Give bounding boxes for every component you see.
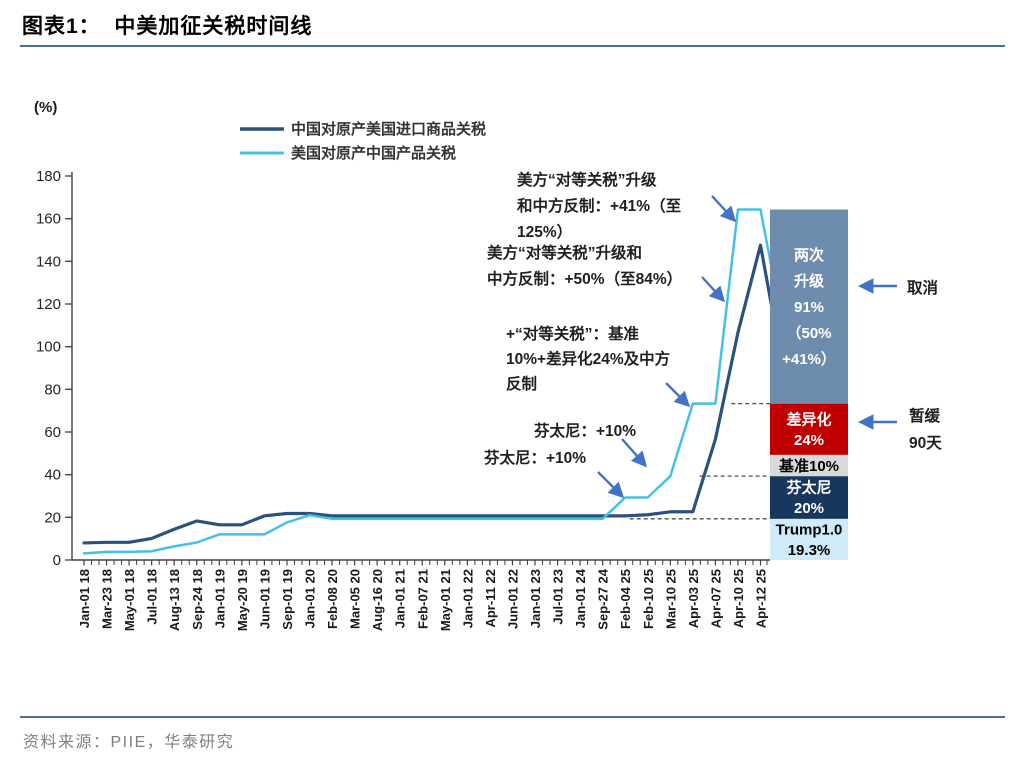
annotation-arrow xyxy=(621,438,648,468)
bar-segment-label: 差异化 xyxy=(786,410,831,428)
chart-annotation: 和中方反制：+41%（至 xyxy=(517,196,681,215)
x-axis-tick-label: Sep-27 24 xyxy=(596,568,611,629)
x-axis-tick-label: Feb-07 21 xyxy=(415,569,430,629)
bar-segment-label: （50% xyxy=(786,324,831,342)
x-axis-tick-label: May-01 21 xyxy=(438,569,453,631)
y-axis-tick-label: 0 xyxy=(53,552,61,569)
y-axis-tick-label: 180 xyxy=(36,168,61,185)
bar-segment-label: Trump1.0 xyxy=(776,522,843,539)
legend-label: 中国对原产美国进口商品关税 xyxy=(291,120,486,138)
bar-segment-label: 24% xyxy=(794,432,824,449)
x-axis-tick-label: May-01 18 xyxy=(122,569,137,631)
y-axis-unit-label: (%) xyxy=(34,99,57,116)
y-axis-tick-label: 140 xyxy=(36,253,61,270)
chart-annotation: 芬太尼：+10% xyxy=(483,448,586,467)
bar-segment-label: 91% xyxy=(794,299,824,316)
x-axis-tick-label: Jan-01 23 xyxy=(528,569,543,628)
annotation-arrow xyxy=(701,276,726,303)
bar-segment xyxy=(770,209,848,404)
bar-segment xyxy=(770,476,848,519)
x-axis-tick-label: Apr-10 25 xyxy=(731,569,746,628)
series-line-china-on-us xyxy=(82,243,774,545)
x-axis-tick-label: Jun-01 19 xyxy=(257,569,272,629)
footer-rule xyxy=(20,716,1005,718)
bar-segment xyxy=(770,454,848,477)
x-axis-tick-label: Apr-12 25 xyxy=(754,569,769,628)
x-axis-tick-label: Jun-01 22 xyxy=(505,569,520,629)
bar-segment xyxy=(770,403,848,455)
bar-segment-label: 升级 xyxy=(794,272,825,290)
x-axis-tick-label: Apr-03 25 xyxy=(686,569,701,628)
x-axis-tick-label: Sep-24 18 xyxy=(190,569,205,630)
y-axis-tick-label: 120 xyxy=(36,296,61,313)
x-axis-tick-label: Jul-01 23 xyxy=(551,569,566,625)
x-axis-tick-label: Mar-10 25 xyxy=(663,569,678,629)
y-axis-tick-label: 100 xyxy=(36,339,61,356)
bar-segment-label: +41%） xyxy=(782,350,836,368)
x-axis-tick-label: Jan-01 21 xyxy=(393,569,408,628)
x-axis-tick-label: Apr-07 25 xyxy=(708,569,723,628)
title-underline-rule xyxy=(20,45,1005,47)
chart-annotation: 反制 xyxy=(506,375,537,393)
chart-annotation: 美方“对等关税”升级 xyxy=(517,170,657,189)
x-axis-tick-label: Aug-13 18 xyxy=(167,569,182,631)
y-axis-tick-label: 60 xyxy=(44,424,61,441)
x-axis-tick-label: Feb-10 25 xyxy=(641,569,656,629)
x-axis-tick-label: Feb-04 25 xyxy=(618,569,633,629)
tariff-timeline-chart: (%) 0 20 40 60 80 100 120 140 160 180 Jan-01 18 Mar-… xyxy=(34,99,942,631)
x-axis-tick-label: May-20 19 xyxy=(235,569,250,631)
chart-annotation: 芬太尼：+10% xyxy=(533,421,636,440)
x-axis-tick-label: Mar-05 20 xyxy=(348,569,363,629)
x-axis-tick-label: Jan-01 20 xyxy=(303,569,318,628)
x-axis-tick-label: Jul-01 18 xyxy=(145,569,160,625)
bar-segment xyxy=(770,518,848,560)
x-axis-tick-label: Jan-01 19 xyxy=(212,569,227,628)
y-axis-tick-label: 20 xyxy=(44,509,61,526)
figure-title: 图表1： 中美加征关税时间线 xyxy=(22,15,313,38)
bar-segment-label: 芬太尼 xyxy=(786,479,831,497)
legend-label: 美国对原产中国产品关税 xyxy=(291,144,456,162)
x-axis-tick-label: Feb-08 20 xyxy=(325,569,340,629)
x-axis-tick-label: Jan-01 24 xyxy=(573,568,588,628)
x-axis-tick-label: Sep-01 19 xyxy=(280,569,295,630)
x-axis-tick-label: Jan-01 18 xyxy=(77,569,92,628)
source-note: 资料来源：PIIE，华泰研究 xyxy=(23,734,235,751)
bar-side-note: 取消 xyxy=(907,278,938,297)
x-axis-tick-label: Mar-23 18 xyxy=(100,569,115,629)
y-axis-tick-label: 40 xyxy=(44,467,61,484)
chart-annotation: +“对等关税”：基准 xyxy=(506,324,640,343)
series-line-us-on-china xyxy=(82,208,774,555)
y-axis-tick-label: 160 xyxy=(36,211,61,228)
chart-annotation: 10%+差异化24%及中方 xyxy=(506,349,670,368)
x-axis-tick-label: Jan-01 22 xyxy=(460,569,475,628)
bar-segment-label: 20% xyxy=(794,500,824,517)
chart-annotation: 中方反制：+50%（至84%） xyxy=(487,269,682,288)
chart-annotation: 美方“对等关税”升级和 xyxy=(487,243,642,262)
bar-side-note: 90天 xyxy=(909,435,942,452)
y-axis-tick-label: 80 xyxy=(44,381,61,398)
bar-segment-label: 基准10% xyxy=(778,457,839,475)
chart-annotation: 125%） xyxy=(517,223,572,241)
annotation-arrow xyxy=(711,195,737,223)
bar-side-note: 暂缓 xyxy=(909,406,941,425)
annotation-arrow xyxy=(597,471,625,499)
bar-segment-label: 19.3% xyxy=(788,542,831,559)
bar-segment-label: 两次 xyxy=(794,246,824,264)
x-axis-tick-label: Aug-16 20 xyxy=(370,569,385,631)
annotation-arrow xyxy=(665,382,691,408)
x-axis-tick-label: Apr-11 22 xyxy=(483,569,498,628)
